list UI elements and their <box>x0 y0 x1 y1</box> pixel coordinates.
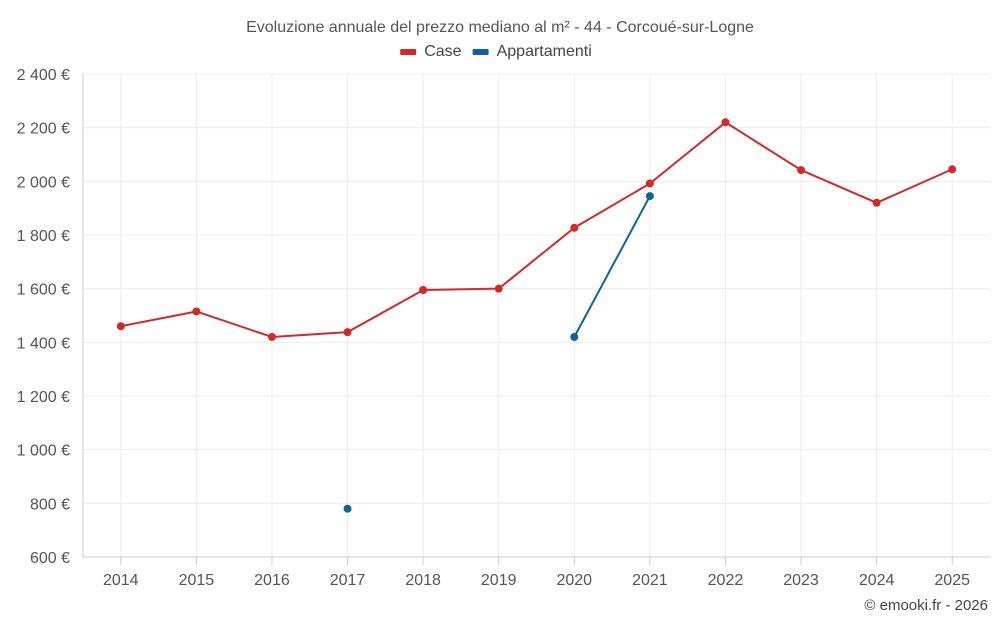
y-tick-label: 600 € <box>30 550 70 567</box>
data-point[interactable] <box>116 322 125 331</box>
data-point[interactable] <box>192 307 201 316</box>
legend-swatch <box>400 49 417 55</box>
x-tick-label: 2023 <box>783 572 819 589</box>
data-point[interactable] <box>343 328 352 337</box>
series-group <box>116 118 957 513</box>
series-appartamenti <box>343 192 654 513</box>
y-tick-label: 1 800 € <box>17 228 70 245</box>
x-tick-label: 2020 <box>556 572 592 589</box>
legend-item-appartamenti[interactable]: Appartamenti <box>472 43 592 60</box>
y-tick-label: 2 000 € <box>17 174 70 191</box>
x-tick-label: 2025 <box>934 572 970 589</box>
credit-text: © emooki.fr - 2026 <box>864 597 988 614</box>
y-tick-label: 1 600 € <box>17 282 70 299</box>
grid <box>83 73 990 558</box>
x-tick-label: 2024 <box>859 572 895 589</box>
series-line-case <box>120 121 953 338</box>
data-point[interactable] <box>721 118 730 127</box>
x-tick-label: 2022 <box>708 572 744 589</box>
legend-label: Appartamenti <box>497 43 592 60</box>
legend-item-case[interactable]: Case <box>400 43 462 60</box>
y-tick-label: 2 400 € <box>17 67 70 84</box>
series-line-appartamenti <box>573 195 651 338</box>
data-point[interactable] <box>267 332 276 341</box>
legend: Case Appartamenti <box>400 43 592 60</box>
legend-swatch <box>472 49 489 55</box>
series-case <box>116 118 957 341</box>
y-tick-label: 2 200 € <box>17 121 70 138</box>
x-tick-label: 2015 <box>179 572 215 589</box>
y-tick-label: 1 000 € <box>17 443 70 460</box>
data-point[interactable] <box>570 223 579 232</box>
data-point[interactable] <box>645 179 654 188</box>
data-point[interactable] <box>645 192 654 201</box>
data-point[interactable] <box>494 284 503 293</box>
data-point[interactable] <box>343 504 352 513</box>
y-tick-label: 1 400 € <box>17 335 70 352</box>
data-point[interactable] <box>948 165 957 174</box>
x-tick-label: 2021 <box>632 572 668 589</box>
x-axis: 2014 2015 2016 2017 2018 2019 2020 2021 2022 2023… <box>83 556 990 589</box>
y-tick-label: 1 200 € <box>17 389 70 406</box>
x-tick-label: 2018 <box>405 572 441 589</box>
legend-label: Case <box>424 43 461 60</box>
data-point[interactable] <box>419 286 428 295</box>
data-point[interactable] <box>570 332 579 341</box>
x-tick-label: 2017 <box>330 572 366 589</box>
data-point[interactable] <box>872 198 881 207</box>
y-tick-label: 800 € <box>30 496 70 513</box>
y-axis: 600 € 800 € 1 000 € 1 200 € 1 400 € 1 600 € 1 … <box>17 67 84 567</box>
x-tick-label: 2016 <box>254 572 290 589</box>
data-point[interactable] <box>797 166 806 175</box>
x-tick-label: 2019 <box>481 572 517 589</box>
chart-title: Evoluzione annuale del prezzo mediano al… <box>246 19 754 36</box>
x-tick-label: 2014 <box>103 572 139 589</box>
